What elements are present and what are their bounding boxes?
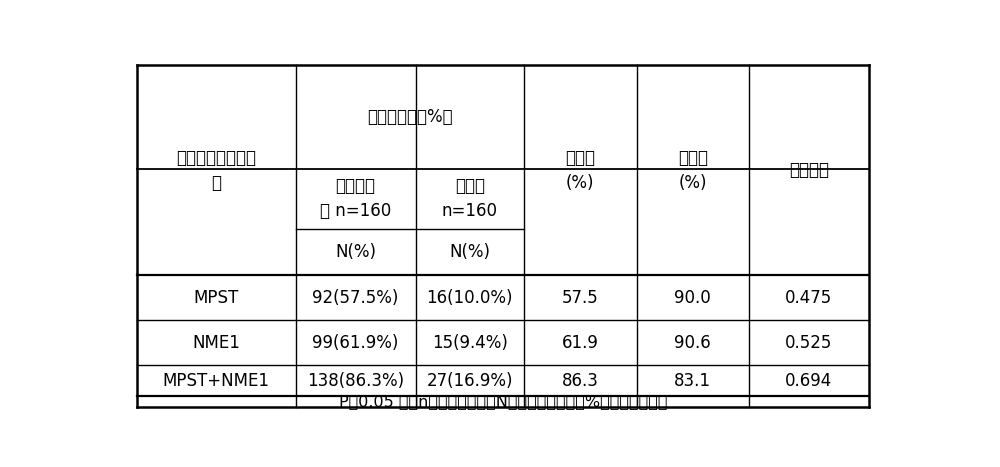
Text: 99(61.9%): 99(61.9%): [312, 334, 399, 352]
Text: 83.1: 83.1: [674, 372, 711, 389]
Text: MPST: MPST: [193, 289, 239, 307]
Text: 90.0: 90.0: [674, 289, 711, 307]
Text: 0.525: 0.525: [785, 334, 833, 352]
Text: NME1: NME1: [192, 334, 240, 352]
Text: 138(86.3%): 138(86.3%): [307, 372, 404, 389]
Text: 90.6: 90.6: [674, 334, 711, 352]
Text: 92(57.5%): 92(57.5%): [312, 289, 399, 307]
Text: 约登指数: 约登指数: [789, 161, 829, 179]
Text: 61.9: 61.9: [562, 334, 599, 352]
Text: N(%): N(%): [335, 243, 376, 261]
Text: 0.475: 0.475: [785, 289, 833, 307]
Text: 16(10.0%): 16(10.0%): [427, 289, 513, 307]
Text: 27(16.9%): 27(16.9%): [427, 372, 513, 389]
Text: N(%): N(%): [449, 243, 490, 261]
Text: P＜0.05 注：n代表样本总数，N代表抗原阳性数，%代表抗原阳性率: P＜0.05 注：n代表样本总数，N代表抗原阳性数，%代表抗原阳性率: [339, 394, 667, 409]
Text: 0.694: 0.694: [785, 372, 833, 389]
Text: 特异度
(%): 特异度 (%): [678, 149, 708, 192]
Text: 对照组
n=160: 对照组 n=160: [442, 177, 498, 220]
Text: 食管麞癌
组 n=160: 食管麞癌 组 n=160: [320, 177, 391, 220]
Text: MPST+NME1: MPST+NME1: [163, 372, 270, 389]
Text: 57.5: 57.5: [562, 289, 599, 307]
Text: 86.3: 86.3: [562, 372, 599, 389]
Text: 灵敏度
(%): 灵敏度 (%): [565, 149, 595, 192]
Text: 试纸条检测抗原指
标: 试纸条检测抗原指 标: [176, 149, 256, 192]
Text: 抗原阳性数（%）: 抗原阳性数（%）: [367, 108, 453, 126]
Text: 15(9.4%): 15(9.4%): [432, 334, 508, 352]
